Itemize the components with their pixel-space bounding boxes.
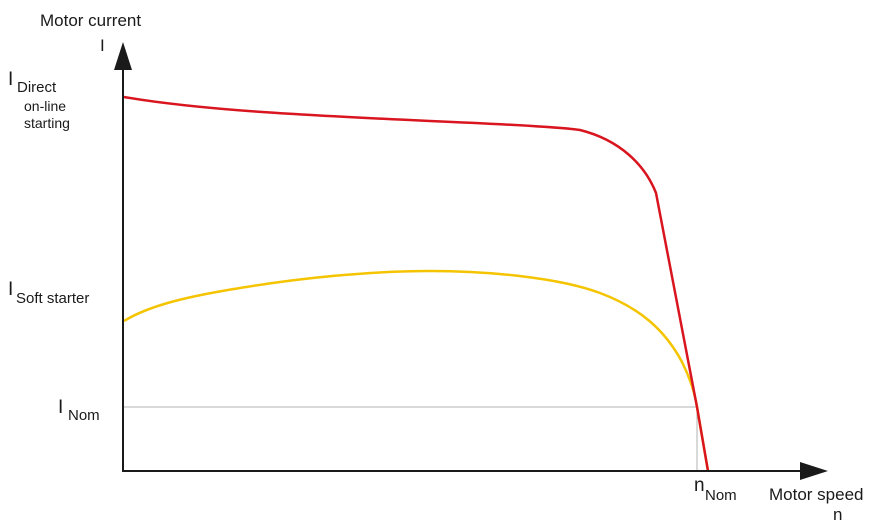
direct-current-line2: on-line [24,98,67,114]
soft-current-subscript: Soft starter [16,290,90,307]
direct-current-symbol: I [8,69,14,90]
x-axis-arrow [800,462,828,480]
nominal-speed-subscript: Nom [705,487,737,504]
y-axis-symbol: I [100,36,105,55]
nominal-current-symbol: I [58,397,64,418]
soft-current-symbol: I [8,279,14,300]
direct-online-current-curve [123,95,710,472]
y-axis-arrow [114,42,132,70]
nominal-current-subscript: Nom [68,407,100,424]
nominal-speed-symbol: n [694,475,705,496]
y-axis-title: Motor current [40,11,142,30]
x-axis-symbol: n [833,505,843,524]
direct-current-subscript: Direct [17,79,57,96]
x-axis-title: Motor speed [769,485,864,504]
direct-current-line3: starting [24,115,70,131]
soft-starter-current-curve [123,269,710,472]
